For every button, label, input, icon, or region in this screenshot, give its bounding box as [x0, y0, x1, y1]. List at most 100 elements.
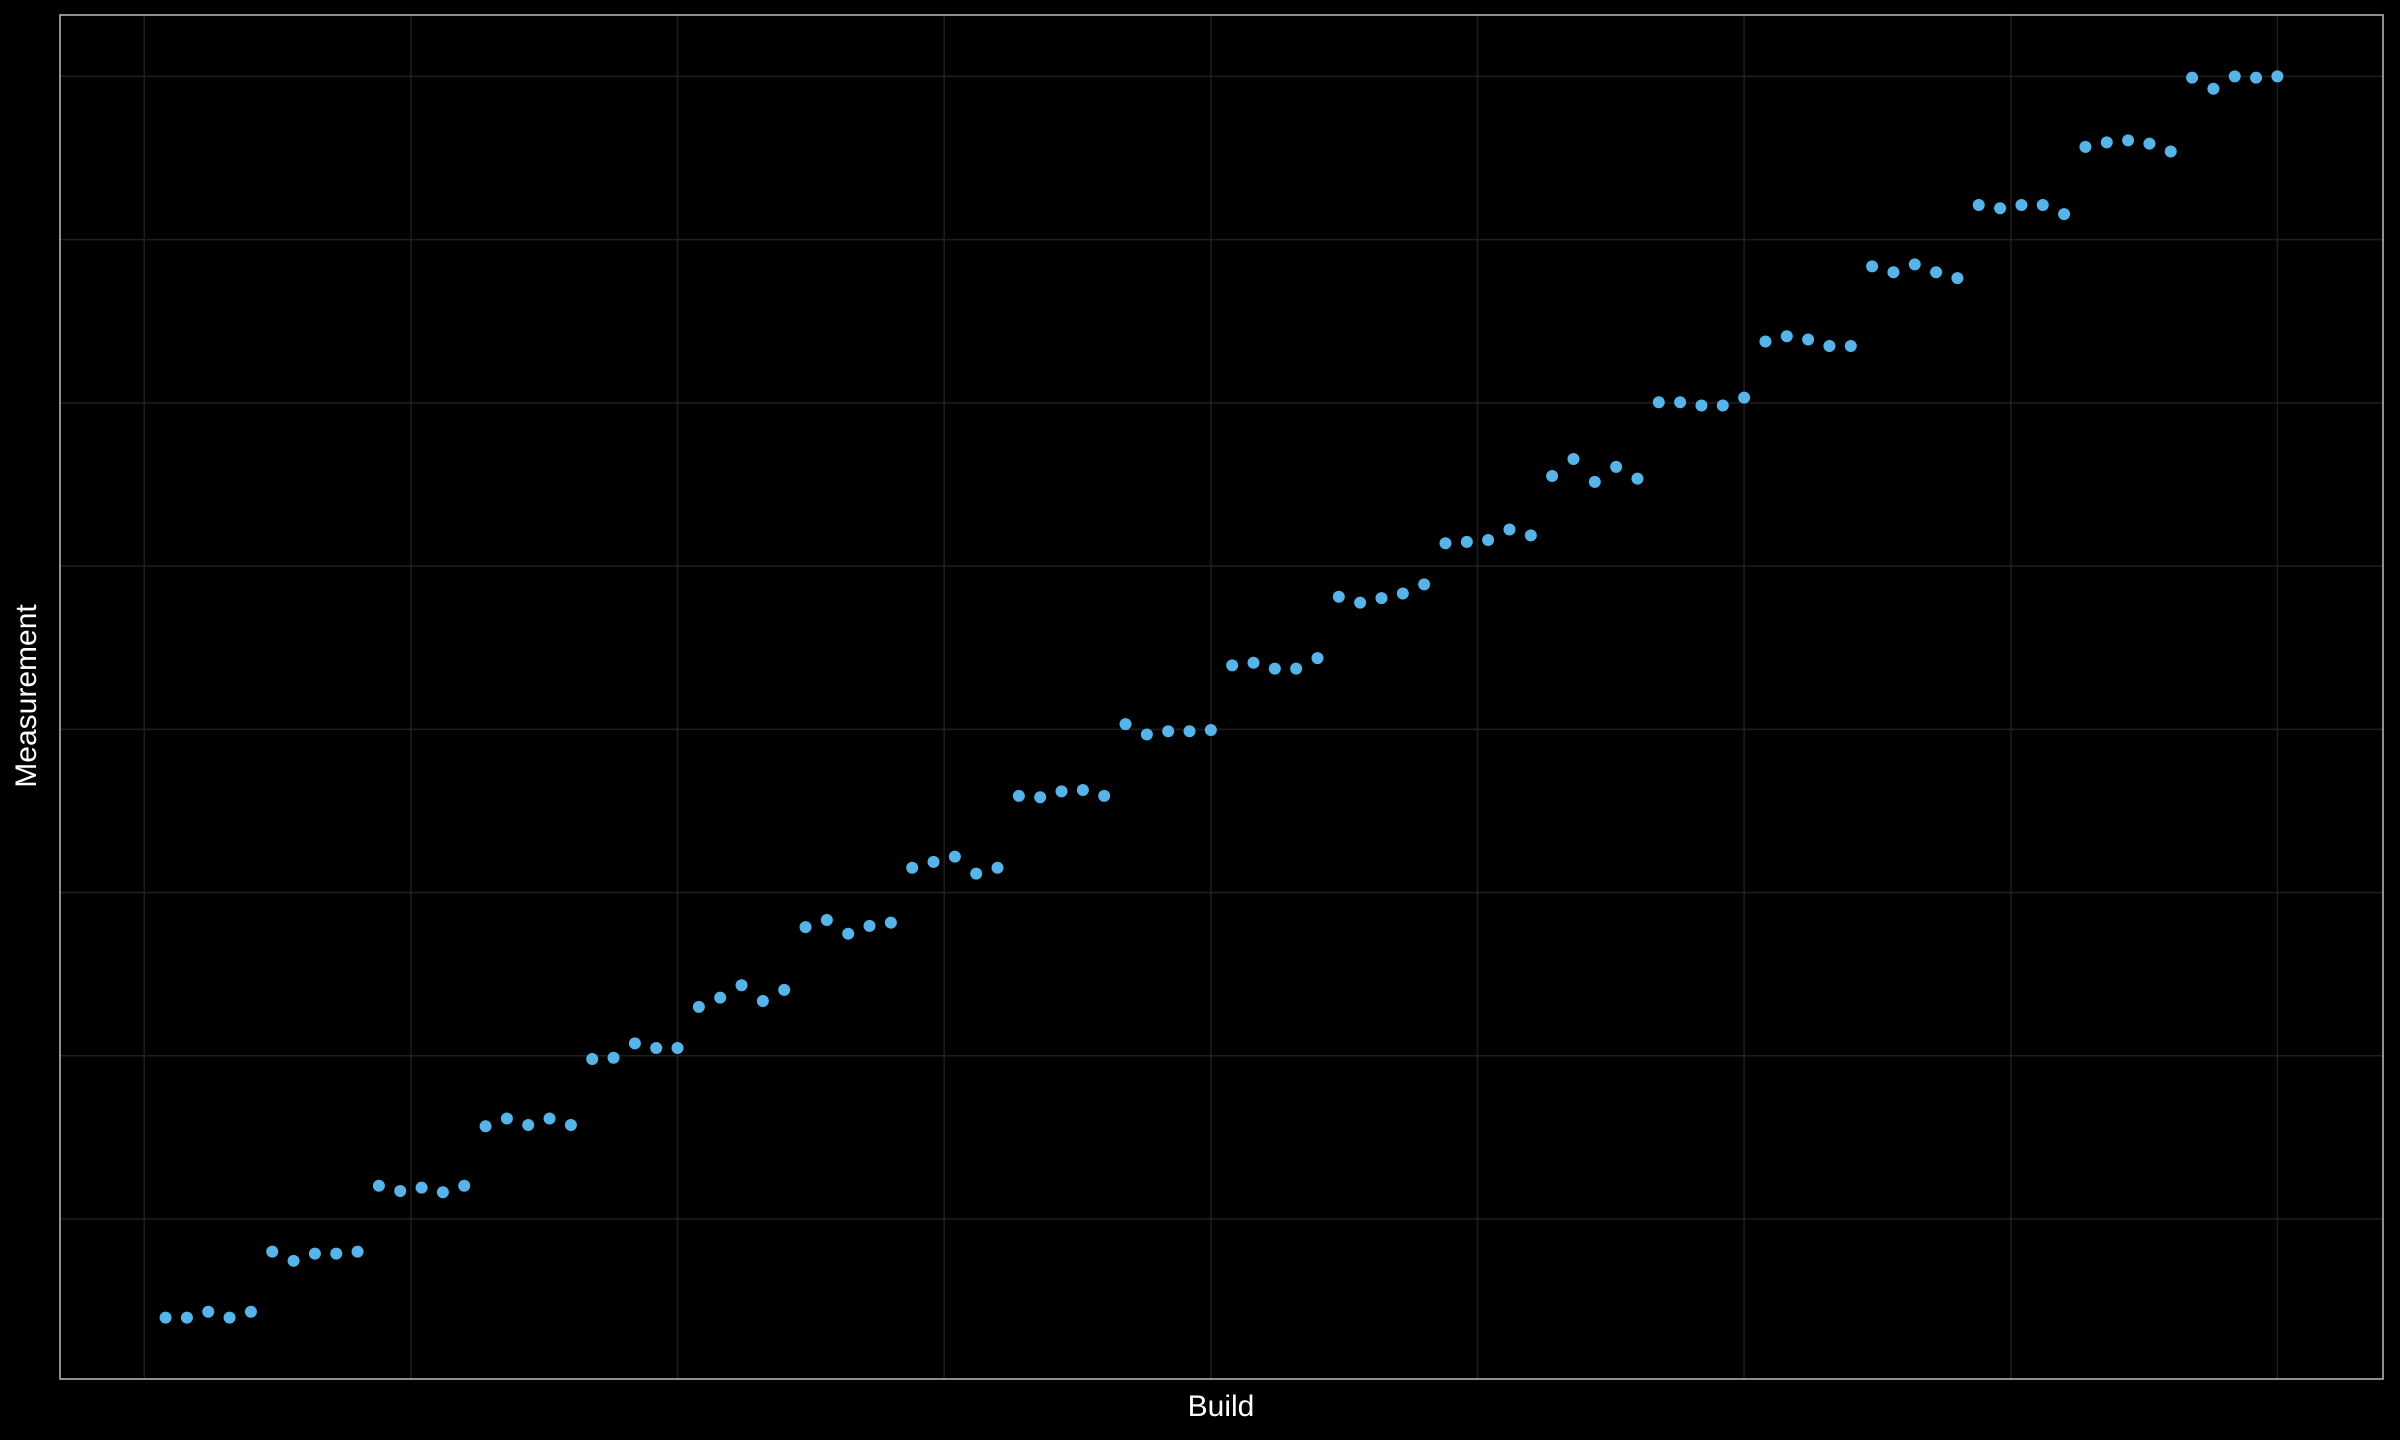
point [2207, 82, 2220, 95]
point [671, 1041, 684, 1054]
point [1396, 587, 1409, 600]
point [394, 1184, 407, 1197]
point [1567, 453, 1580, 466]
point [1951, 272, 1964, 285]
point [1332, 590, 1345, 603]
point [543, 1112, 556, 1125]
point [1076, 784, 1089, 797]
point [1972, 199, 1985, 212]
point [1716, 399, 1729, 412]
point [948, 850, 961, 863]
point [863, 919, 876, 932]
point [330, 1247, 343, 1260]
point [2015, 199, 2028, 212]
point [2100, 136, 2113, 149]
panel-border [59, 14, 2384, 1380]
point [2164, 145, 2177, 158]
point [1610, 460, 1623, 473]
point [1930, 266, 1943, 279]
point [970, 867, 983, 880]
point [2271, 70, 2284, 83]
point [458, 1179, 471, 1192]
point [1204, 723, 1217, 736]
y-axis-title: Measurement [10, 604, 43, 788]
point [927, 855, 940, 868]
point [1482, 533, 1495, 546]
point [1802, 333, 1815, 346]
point [1503, 523, 1516, 536]
point [180, 1311, 193, 1324]
point [223, 1311, 236, 1324]
point [1268, 662, 1281, 675]
point [244, 1305, 257, 1318]
point [266, 1245, 279, 1258]
point [1460, 535, 1473, 548]
point [906, 861, 919, 874]
point [1524, 529, 1537, 542]
point [735, 979, 748, 992]
point [1418, 578, 1431, 591]
point [479, 1120, 492, 1133]
point [2250, 71, 2263, 84]
point [1823, 340, 1836, 353]
point [650, 1041, 663, 1054]
point [1439, 537, 1452, 550]
point [1994, 202, 2007, 215]
point [778, 983, 791, 996]
point [628, 1037, 641, 1050]
point [991, 861, 1004, 874]
point [372, 1179, 385, 1192]
grid [60, 15, 2383, 1379]
point [1162, 725, 1175, 738]
point [1290, 662, 1303, 675]
point [714, 991, 727, 1004]
point [1695, 399, 1708, 412]
point [351, 1245, 364, 1258]
point [692, 1000, 705, 1013]
point [2036, 199, 2049, 212]
point [2079, 140, 2092, 153]
point [1866, 260, 1879, 273]
point [1908, 258, 1921, 271]
point [2228, 70, 2241, 83]
point [1098, 789, 1111, 802]
point [522, 1119, 535, 1132]
point [202, 1305, 215, 1318]
points [159, 70, 2284, 1324]
point [1055, 785, 1068, 798]
x-axis-title: Build [1188, 1390, 1255, 1423]
point [842, 927, 855, 940]
point [2122, 134, 2135, 147]
point [308, 1247, 321, 1260]
point [436, 1186, 449, 1199]
point [1588, 475, 1601, 488]
point [415, 1181, 428, 1194]
point [1674, 396, 1687, 409]
point [1759, 335, 1772, 348]
point [1183, 725, 1196, 738]
point [2186, 71, 2199, 84]
point [1247, 656, 1260, 669]
point [2143, 137, 2156, 150]
point [1226, 659, 1239, 672]
point [1034, 791, 1047, 804]
point [500, 1112, 513, 1125]
point [1631, 472, 1644, 485]
point [287, 1254, 300, 1267]
point [2058, 208, 2071, 221]
point [586, 1053, 599, 1066]
point [1311, 652, 1324, 665]
point [1887, 266, 1900, 279]
point [1546, 469, 1559, 482]
point [1780, 330, 1793, 343]
point [1140, 728, 1153, 741]
point [820, 913, 833, 926]
point [1738, 391, 1751, 404]
point [1012, 789, 1025, 802]
point [756, 994, 769, 1007]
point [884, 916, 897, 929]
point [799, 921, 812, 934]
point [159, 1311, 172, 1324]
